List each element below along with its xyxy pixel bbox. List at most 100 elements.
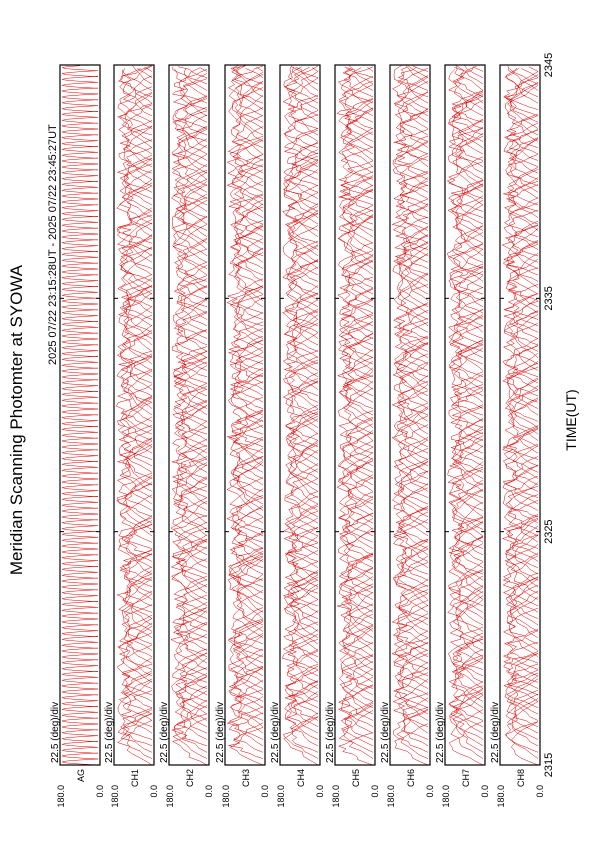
trace bbox=[295, 66, 319, 78]
trace bbox=[394, 91, 429, 148]
trace bbox=[283, 129, 319, 168]
trace bbox=[171, 144, 208, 193]
trace bbox=[172, 652, 208, 696]
trace bbox=[117, 370, 153, 422]
trace bbox=[61, 554, 99, 567]
trace bbox=[231, 497, 264, 530]
trace bbox=[337, 446, 374, 486]
trace bbox=[338, 76, 374, 117]
trace bbox=[172, 607, 208, 651]
trace bbox=[505, 241, 539, 282]
trace bbox=[283, 362, 319, 397]
trace bbox=[119, 247, 153, 282]
trace bbox=[502, 555, 539, 607]
trace bbox=[502, 228, 539, 288]
trace bbox=[117, 401, 153, 448]
trace bbox=[393, 406, 429, 454]
trace bbox=[174, 110, 208, 142]
trace bbox=[176, 462, 208, 511]
trace bbox=[234, 252, 264, 295]
trace bbox=[403, 235, 429, 269]
trace bbox=[173, 365, 208, 416]
trace bbox=[117, 713, 153, 759]
trace bbox=[121, 237, 153, 269]
trace bbox=[340, 554, 374, 588]
trace bbox=[338, 567, 374, 619]
trace bbox=[228, 547, 264, 600]
trace bbox=[234, 335, 264, 384]
trace bbox=[504, 534, 539, 588]
trace bbox=[505, 485, 539, 518]
trace bbox=[391, 637, 429, 670]
trace bbox=[453, 270, 484, 314]
trace bbox=[172, 527, 208, 562]
trace bbox=[503, 113, 539, 155]
trace bbox=[503, 669, 539, 708]
trace bbox=[173, 361, 208, 409]
trace bbox=[506, 663, 539, 696]
trace bbox=[392, 470, 429, 530]
trace bbox=[226, 278, 264, 314]
trace bbox=[506, 258, 539, 308]
trace bbox=[452, 204, 484, 250]
trace bbox=[175, 164, 208, 212]
trace bbox=[394, 649, 429, 696]
trace bbox=[507, 154, 539, 187]
trace bbox=[504, 184, 539, 225]
scale-label: 22.5 (deg)/div bbox=[104, 702, 115, 763]
trace bbox=[116, 355, 153, 397]
trace bbox=[123, 368, 153, 403]
trace bbox=[507, 65, 539, 91]
trace bbox=[123, 182, 153, 225]
trace bbox=[199, 67, 208, 72]
trace bbox=[61, 181, 99, 194]
traces bbox=[391, 64, 429, 766]
trace bbox=[61, 741, 99, 754]
trace bbox=[504, 389, 539, 422]
trace bbox=[393, 562, 429, 594]
trace bbox=[234, 220, 264, 257]
trace bbox=[178, 237, 208, 288]
trace bbox=[285, 495, 319, 537]
trace bbox=[337, 276, 374, 314]
trace bbox=[338, 360, 374, 416]
trace bbox=[61, 647, 99, 661]
trace bbox=[229, 225, 264, 269]
trace bbox=[448, 720, 484, 766]
trace bbox=[285, 244, 319, 288]
y-top-label: 180.0 bbox=[276, 785, 286, 808]
trace bbox=[61, 76, 99, 89]
trace bbox=[338, 242, 374, 282]
trace bbox=[505, 138, 539, 193]
trace bbox=[505, 253, 539, 314]
trace bbox=[117, 253, 153, 314]
trace bbox=[283, 517, 319, 568]
trace bbox=[226, 159, 264, 212]
trace bbox=[174, 68, 208, 98]
trace bbox=[344, 477, 374, 530]
trace bbox=[61, 216, 99, 229]
trace bbox=[452, 489, 484, 543]
trace bbox=[503, 77, 539, 110]
trace bbox=[289, 418, 319, 473]
trace bbox=[449, 626, 484, 664]
trace bbox=[505, 653, 539, 689]
trace bbox=[507, 500, 539, 537]
trace bbox=[291, 527, 319, 562]
trace bbox=[448, 386, 484, 435]
trace bbox=[118, 632, 153, 670]
channel-label: CH2 bbox=[185, 769, 195, 787]
trace bbox=[172, 497, 208, 543]
trace bbox=[232, 618, 264, 651]
trace bbox=[61, 659, 99, 672]
trace bbox=[393, 519, 429, 568]
trace bbox=[342, 357, 374, 397]
trace bbox=[342, 332, 374, 390]
trace bbox=[119, 553, 153, 588]
trace bbox=[121, 396, 153, 441]
trace bbox=[397, 380, 429, 416]
trace bbox=[61, 426, 99, 439]
trace bbox=[121, 670, 153, 708]
trace bbox=[509, 115, 539, 148]
trace bbox=[117, 207, 153, 257]
